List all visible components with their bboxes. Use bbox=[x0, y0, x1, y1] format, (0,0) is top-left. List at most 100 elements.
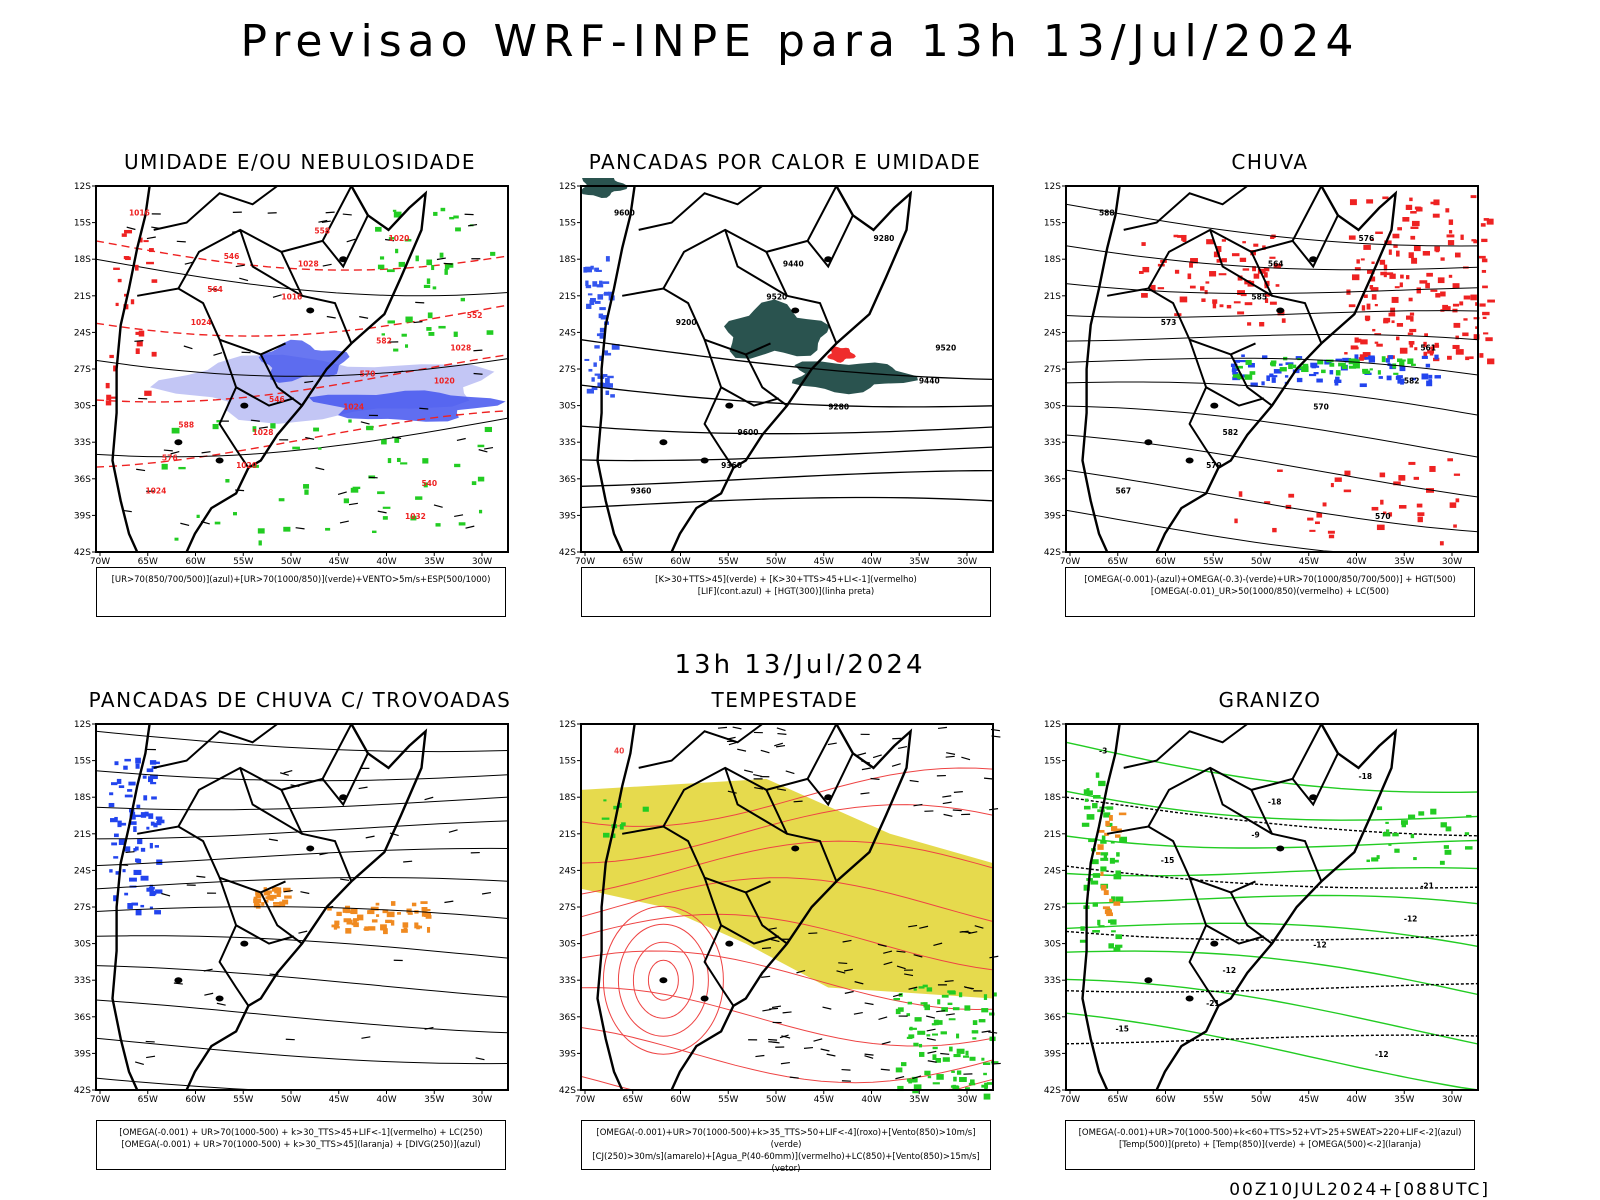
border-line bbox=[1188, 924, 1220, 1007]
rain-area bbox=[1173, 234, 1179, 238]
wind850-area bbox=[932, 1046, 938, 1050]
rain-area bbox=[1187, 273, 1192, 280]
legend-line: [OMEGA(-0.001)-(azul)+OMEGA(-0.3)-(verde… bbox=[1084, 575, 1456, 585]
rain-area bbox=[1393, 244, 1398, 248]
divergence-area bbox=[135, 814, 143, 818]
wind850-area bbox=[895, 1067, 903, 1073]
wind850-area bbox=[951, 1070, 955, 1073]
temp850-contour bbox=[1100, 866, 1107, 872]
rain-area bbox=[1264, 272, 1268, 278]
humidity-green bbox=[375, 226, 382, 232]
contour-label: 9520 bbox=[935, 344, 956, 353]
lif-contour bbox=[589, 300, 595, 306]
contour-label: 1020 bbox=[389, 234, 410, 243]
rain-area bbox=[1363, 294, 1368, 298]
rain-area bbox=[1376, 343, 1383, 347]
rain-area bbox=[1369, 276, 1376, 282]
wind-vector bbox=[208, 288, 218, 291]
wind850-area bbox=[981, 1008, 989, 1013]
lif-contour bbox=[584, 358, 590, 361]
humidity-green bbox=[405, 344, 409, 348]
red-contour-speck bbox=[113, 365, 117, 372]
lat-label: 36S bbox=[1044, 475, 1061, 485]
rain-blue bbox=[1238, 360, 1246, 363]
humidity-green bbox=[458, 522, 466, 526]
rain-area bbox=[1360, 258, 1365, 261]
rain-area bbox=[1179, 296, 1188, 303]
lat-label: 36S bbox=[1044, 1013, 1061, 1023]
wind850-area bbox=[947, 990, 956, 993]
rain-area bbox=[1463, 318, 1468, 321]
rain-area bbox=[1216, 259, 1222, 263]
lat-label: 21S bbox=[74, 292, 91, 302]
wind-vector bbox=[853, 1011, 863, 1015]
contour-line bbox=[1065, 835, 1479, 849]
lat-label: 39S bbox=[1044, 1049, 1061, 1059]
rain-area bbox=[1473, 334, 1480, 340]
rain-blue bbox=[1359, 383, 1367, 388]
wind850-area bbox=[912, 1089, 919, 1094]
rain-area bbox=[1288, 493, 1295, 498]
legend-line: [K>30+TTS>45](verde) + [K>30+TTS>45+LI<-… bbox=[655, 575, 917, 585]
thunderstorm-area bbox=[269, 894, 277, 899]
omega-area bbox=[1101, 884, 1107, 891]
jet-stream-area bbox=[581, 778, 993, 999]
wind850-area bbox=[932, 1082, 940, 1085]
red-contour-speck bbox=[151, 279, 158, 283]
border-line bbox=[239, 229, 303, 297]
rain-area bbox=[1259, 321, 1265, 327]
rain-blue bbox=[1278, 363, 1283, 366]
rain-area bbox=[1371, 261, 1375, 264]
temp850-contour bbox=[1464, 846, 1473, 850]
temp850-contour bbox=[1371, 857, 1379, 862]
wind-vector bbox=[842, 939, 852, 943]
contour-label: 1016 bbox=[281, 292, 302, 301]
temp850-contour bbox=[1084, 798, 1089, 802]
rain-area bbox=[1437, 277, 1445, 284]
divergence-area bbox=[131, 902, 139, 906]
lake-mark bbox=[824, 256, 833, 263]
temp850-contour bbox=[1464, 832, 1470, 836]
lon-label: 40W bbox=[376, 1095, 396, 1105]
coastline-west bbox=[596, 185, 636, 553]
coastline-east bbox=[670, 185, 913, 553]
water-content-contour bbox=[647, 959, 679, 1001]
border-line bbox=[724, 767, 788, 835]
red-contour-speck bbox=[138, 237, 143, 243]
wind-vector bbox=[389, 832, 399, 837]
thunderstorm-area bbox=[363, 928, 372, 931]
rain-area bbox=[1396, 250, 1400, 257]
contour-line bbox=[95, 354, 509, 403]
rain-blue bbox=[1271, 377, 1276, 383]
wind850-area bbox=[920, 1002, 925, 1005]
wind-vector bbox=[727, 790, 737, 794]
wind-vector bbox=[239, 277, 249, 282]
wind-vector bbox=[775, 744, 786, 748]
wind-vector bbox=[377, 510, 387, 514]
humidity-green bbox=[449, 216, 455, 220]
wind-vector bbox=[346, 238, 356, 243]
rain-area bbox=[1250, 250, 1256, 256]
lon-label: 55W bbox=[718, 557, 738, 567]
omega-area bbox=[1102, 906, 1110, 910]
rain-area bbox=[1371, 294, 1377, 300]
contour-label: 1024 bbox=[191, 318, 212, 327]
rain-area bbox=[1364, 315, 1371, 321]
rain-area bbox=[1316, 512, 1323, 518]
panel-trovoadas: PANCADAS DE CHUVA C/ TROVOADAS 12S 15S 18S… bbox=[60, 688, 540, 1158]
wind-vector bbox=[170, 450, 180, 455]
rain-blue bbox=[1385, 358, 1390, 363]
thunderstorm-area bbox=[426, 927, 431, 933]
rain-area bbox=[1238, 491, 1243, 497]
rain-area bbox=[1460, 234, 1464, 240]
divergence-area bbox=[116, 778, 122, 784]
rain-area bbox=[1190, 258, 1198, 264]
temp850-contour bbox=[1097, 919, 1101, 926]
rain-area bbox=[1218, 273, 1227, 276]
rain-green bbox=[1249, 371, 1256, 375]
lake-mark bbox=[1144, 439, 1153, 446]
thunderstorm-area bbox=[425, 908, 431, 912]
thunderstorm-area bbox=[265, 896, 273, 899]
rain-area bbox=[1408, 461, 1416, 465]
wind-vector bbox=[881, 1041, 891, 1045]
